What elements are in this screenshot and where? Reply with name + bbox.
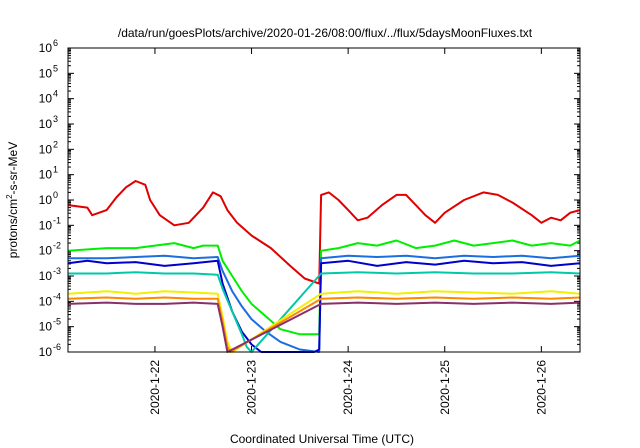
series-line bbox=[67, 301, 581, 353]
series-line bbox=[67, 296, 581, 353]
y-tick-label: 10 bbox=[39, 117, 53, 131]
y-tick-exponent: 6 bbox=[53, 38, 58, 48]
x-tick-label: 2020-1-26 bbox=[534, 360, 548, 415]
y-tick-label: 10 bbox=[39, 345, 53, 359]
y-tick-exponent: 4 bbox=[53, 89, 58, 99]
y-axis-label: protons/cm2-s-sr-MeV bbox=[5, 142, 20, 258]
x-axis-label: Coordinated Universal Time (UTC) bbox=[230, 432, 414, 446]
y-tick-exponent: 5 bbox=[53, 63, 58, 73]
y-tick-label: 10 bbox=[39, 66, 53, 80]
series-line bbox=[68, 254, 581, 353]
y-tick-exponent: -3 bbox=[53, 266, 61, 276]
y-tick-exponent: 2 bbox=[53, 139, 58, 149]
y-tick-exponent: -6 bbox=[53, 342, 61, 352]
y-tick-exponent: -4 bbox=[53, 291, 61, 301]
series-lines bbox=[67, 180, 581, 353]
chart-title: /data/run/goesPlots/archive/2020-01-26/0… bbox=[118, 26, 533, 40]
series-line bbox=[67, 239, 581, 336]
y-axis-ticks: 10 -610 -510 -410 -310 -210 -110 010 110 210 310 41… bbox=[39, 38, 580, 359]
y-tick-exponent: 1 bbox=[53, 165, 58, 175]
series-line bbox=[67, 180, 581, 285]
x-tick-label: 2020-1-23 bbox=[245, 360, 259, 415]
y-tick-exponent: -1 bbox=[53, 215, 61, 225]
x-tick-label: 2020-1-22 bbox=[148, 360, 162, 415]
series-line bbox=[67, 290, 581, 353]
y-tick-exponent: -5 bbox=[53, 317, 61, 327]
plot-frame bbox=[67, 47, 581, 353]
series-line bbox=[68, 271, 581, 353]
y-tick-exponent: -2 bbox=[53, 241, 61, 251]
y-tick-label: 10 bbox=[39, 320, 53, 334]
y-axis-label-pre: protons/cm bbox=[6, 199, 20, 258]
y-tick-label: 10 bbox=[39, 41, 53, 55]
x-tick-label: 2020-1-25 bbox=[438, 360, 452, 415]
y-tick-label: 10 bbox=[39, 294, 53, 308]
y-tick-exponent: 0 bbox=[53, 190, 58, 200]
y-tick-label: 10 bbox=[39, 244, 53, 258]
y-tick-label: 10 bbox=[39, 168, 53, 182]
y-axis-label-post: -s-sr-MeV bbox=[6, 142, 20, 195]
y-axis-label-sup: 2 bbox=[5, 194, 14, 199]
y-tick-exponent: 3 bbox=[53, 114, 58, 124]
y-tick-label: 10 bbox=[39, 142, 53, 156]
y-tick-label: 10 bbox=[39, 92, 53, 106]
y-tick-label: 10 bbox=[39, 269, 53, 283]
y-tick-label: 10 bbox=[39, 218, 53, 232]
x-axis-ticks: 2020-1-22 2020-1-23 2020-1-24 2020-1-25 2020… bbox=[148, 48, 548, 415]
x-tick-label: 2020-1-24 bbox=[341, 360, 355, 415]
y-tick-label: 10 bbox=[39, 193, 53, 207]
